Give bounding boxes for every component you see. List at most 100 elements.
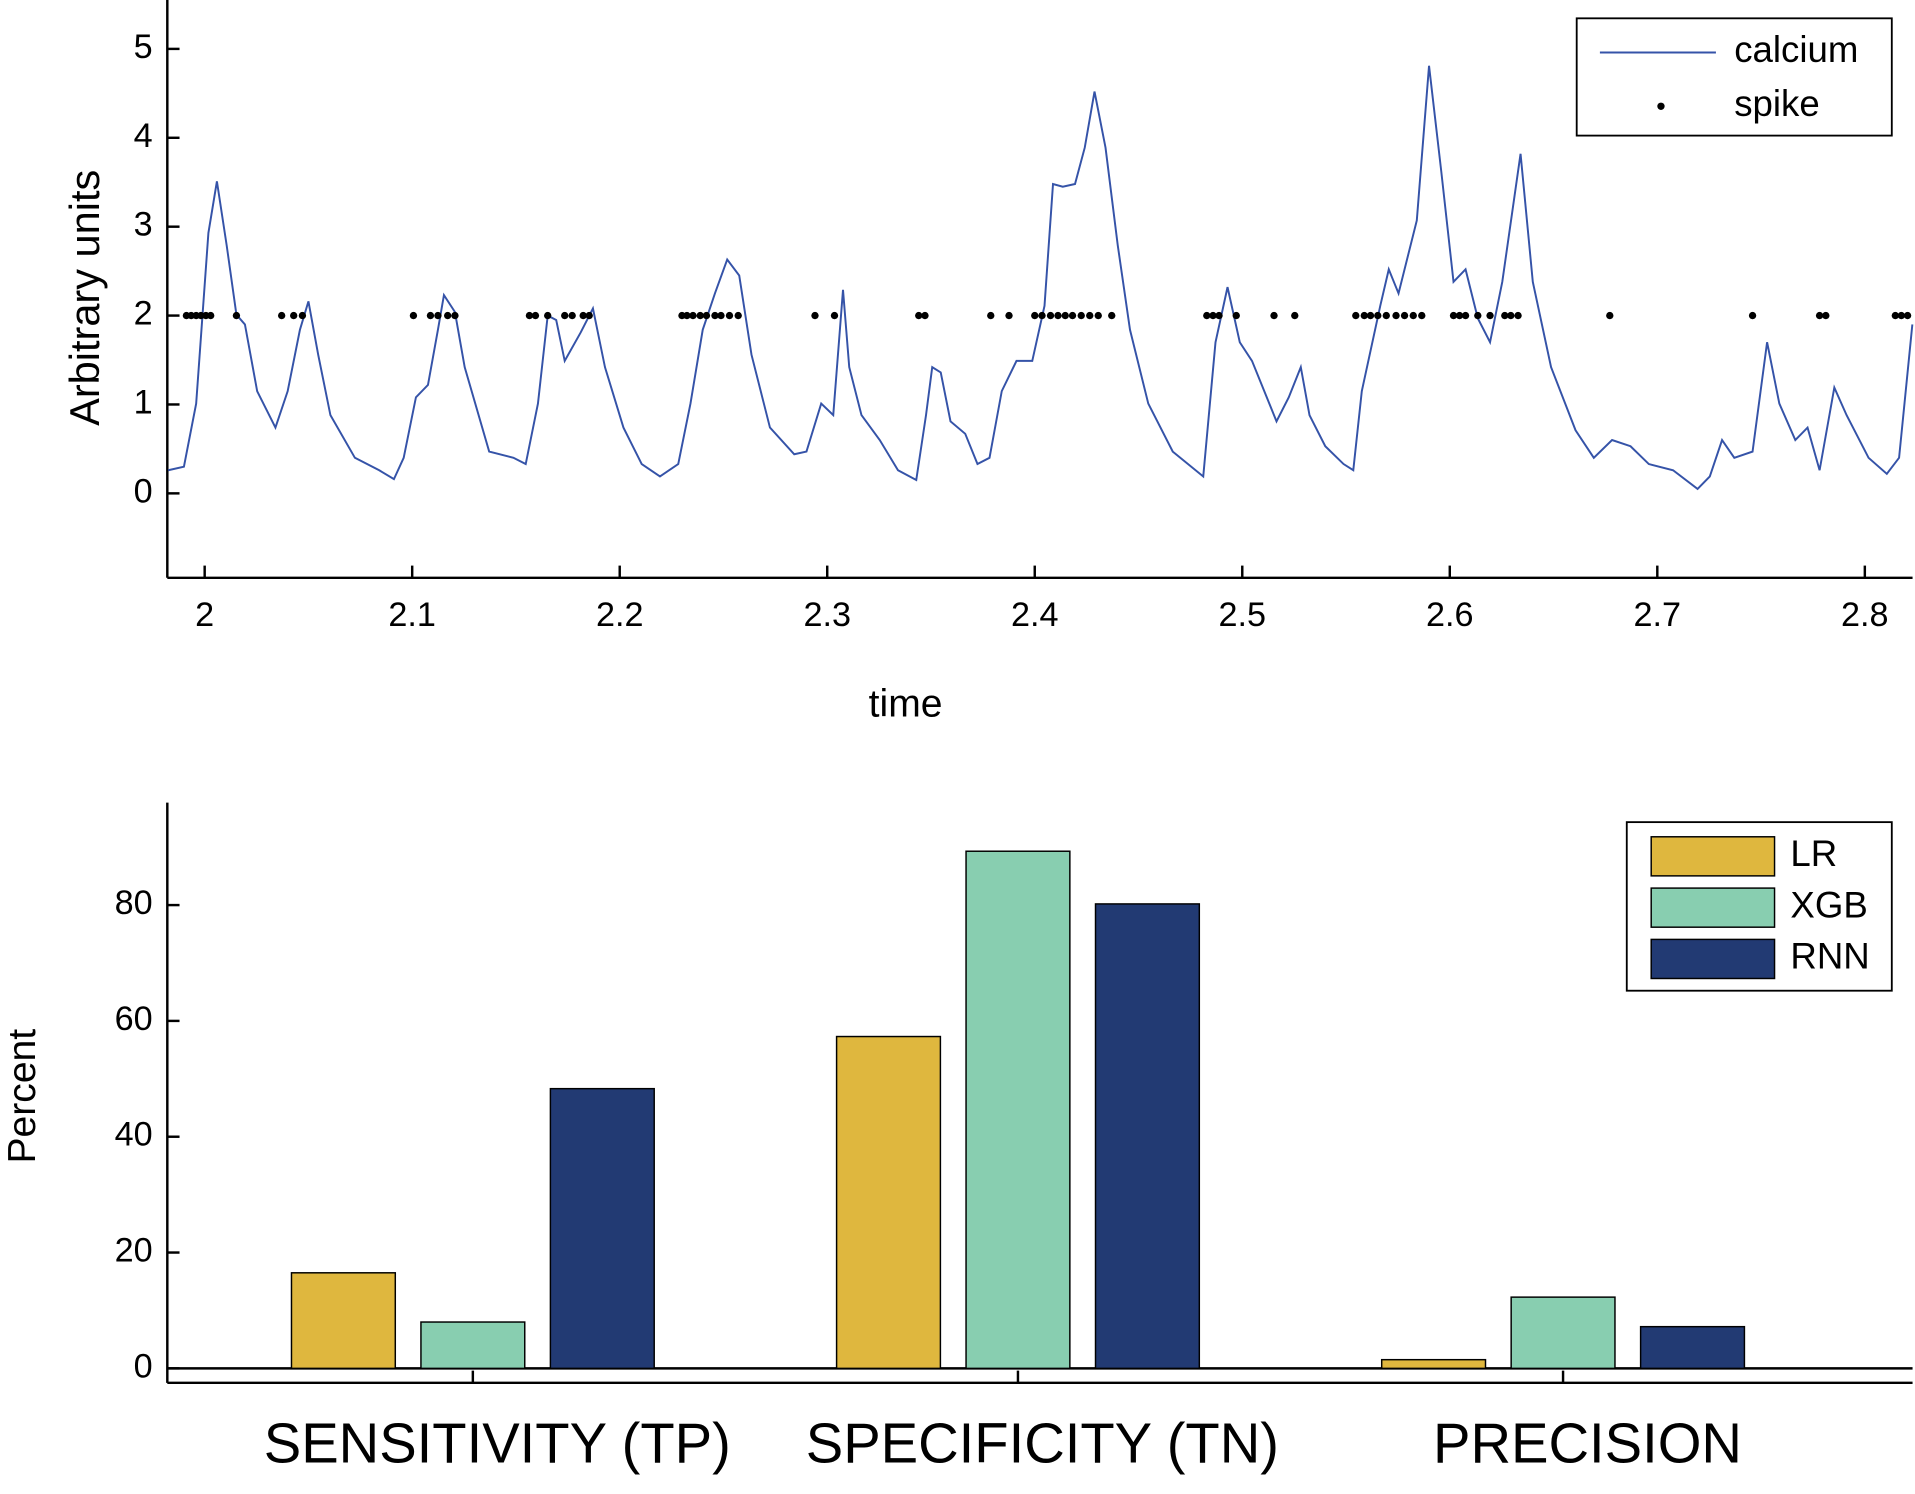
spike-dot — [1455, 311, 1464, 320]
legend-label: RNN — [1790, 936, 1869, 977]
spike-dot — [689, 311, 697, 320]
y-axis-label: Arbitrary units — [61, 170, 108, 426]
spike-dot — [1903, 311, 1912, 320]
bar — [290, 1272, 397, 1370]
x-tick-label: 2 — [195, 596, 214, 634]
y-tick-label: 4 — [134, 117, 153, 155]
calcium-line — [167, 65, 1914, 491]
spike-dot — [1046, 311, 1055, 320]
bar — [420, 1321, 526, 1370]
y-tick-label: 0 — [134, 472, 153, 510]
y-tick-label: 1 — [134, 383, 153, 421]
spike-dot — [1822, 311, 1830, 320]
bar — [1380, 1358, 1487, 1370]
spike-dot — [702, 311, 711, 320]
spike-dot — [444, 311, 452, 320]
x-axis-label: time — [869, 682, 943, 725]
legend-box — [1575, 17, 1893, 137]
spike-dot — [1897, 311, 1906, 320]
x-tick-label: 2.3 — [803, 596, 851, 634]
x-tick-label: 2.2 — [596, 596, 644, 634]
spike-dot — [1501, 311, 1509, 320]
spike-dot — [531, 311, 540, 320]
x-tick-label: 2.1 — [388, 596, 436, 634]
spike-dot — [915, 311, 923, 320]
spike-dot — [734, 311, 742, 320]
y-tick-label: 5 — [134, 28, 153, 66]
legend-label: XGB — [1790, 884, 1867, 925]
spike-dot — [579, 311, 587, 320]
y-tick-label: 2 — [134, 295, 153, 333]
category-label: SPECIFICITY (TN) — [806, 1411, 1279, 1474]
spike-dot — [1232, 311, 1240, 320]
spike-dot — [1086, 311, 1094, 320]
spike-dot — [1203, 311, 1211, 320]
spike-dot — [1891, 311, 1899, 320]
spike-dot — [1507, 311, 1515, 320]
spike-dot — [987, 311, 995, 320]
spike-dot — [1486, 311, 1494, 320]
spike-dot — [1068, 311, 1077, 320]
x-tick-label: 2.6 — [1426, 596, 1474, 634]
spike-dot — [1374, 311, 1382, 320]
spike-dot — [1291, 311, 1299, 320]
spike-dot — [1108, 311, 1116, 320]
x-tick-label: 2.8 — [1841, 596, 1889, 634]
spike-dot — [1392, 311, 1400, 320]
legend-label: calcium — [1734, 29, 1858, 70]
spike-dot — [207, 311, 215, 320]
spike-dot — [1094, 311, 1102, 320]
spike-dot — [585, 311, 593, 320]
spike-dot — [1418, 311, 1426, 320]
bar — [835, 1035, 942, 1370]
spike-dot — [277, 311, 286, 320]
y-tick-label: 3 — [134, 206, 153, 244]
spike-dot — [1409, 311, 1417, 320]
bar — [1639, 1325, 1746, 1370]
spike-dot — [1031, 311, 1039, 320]
spike-dot — [1748, 311, 1757, 320]
spike-dot — [1400, 311, 1409, 320]
bar — [965, 850, 1071, 1370]
spike-dot — [451, 311, 459, 320]
y-tick-label: 20 — [115, 1232, 153, 1270]
y-axis-label: Percent — [1, 1029, 44, 1164]
spike-dot — [1360, 311, 1368, 320]
bar — [549, 1087, 655, 1370]
spike-dot — [1038, 311, 1046, 320]
spike-dot — [725, 311, 734, 320]
spike-dot — [711, 311, 719, 320]
spike-dot — [409, 311, 418, 320]
spike-dot — [1461, 311, 1470, 320]
spike-dot — [290, 311, 298, 320]
x-tick-label: 2.4 — [1011, 596, 1059, 634]
y-tick-label: 60 — [115, 1000, 153, 1038]
category-label: PRECISION — [1433, 1411, 1742, 1474]
spike-dot — [232, 311, 241, 320]
category-label: SENSITIVITY (TP) — [264, 1411, 731, 1474]
spike-dot — [544, 311, 552, 320]
x-tick-label: 2.7 — [1634, 596, 1682, 634]
spike-dot — [717, 311, 725, 320]
bar — [1094, 903, 1201, 1370]
legend-label: spike — [1734, 83, 1820, 124]
x-tick-label: 2.5 — [1219, 596, 1267, 634]
legend-dot — [1657, 102, 1665, 110]
legend-label: LR — [1790, 833, 1837, 874]
spike-dot — [1382, 311, 1390, 320]
legend-swatch — [1650, 938, 1776, 980]
y-tick-label: 0 — [134, 1347, 153, 1385]
spike-dot — [298, 311, 307, 320]
spike-dot — [434, 311, 442, 320]
spike-dot — [830, 311, 839, 320]
spike-dot — [426, 311, 435, 320]
spike-dot — [1449, 311, 1458, 320]
bar — [1510, 1296, 1616, 1370]
y-tick-label: 80 — [115, 884, 153, 922]
spike-dot — [1061, 311, 1069, 320]
legend-swatch — [1650, 836, 1776, 877]
spike-dot — [696, 311, 704, 320]
spike-dot — [568, 311, 576, 320]
spike-dot — [1352, 311, 1360, 320]
